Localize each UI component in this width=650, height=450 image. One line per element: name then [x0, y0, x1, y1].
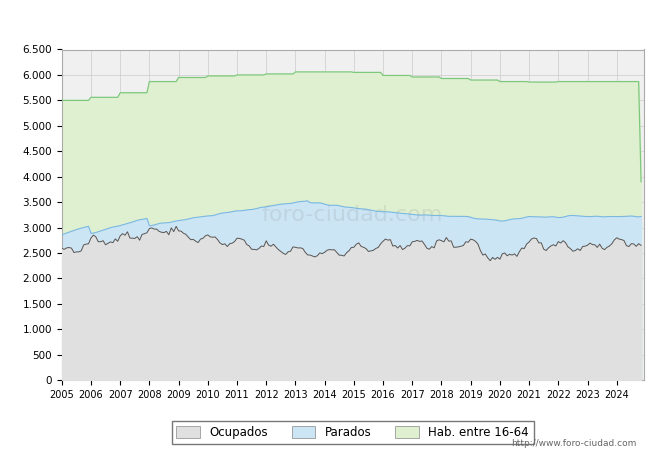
Legend: Ocupados, Parados, Hab. entre 16-64: Ocupados, Parados, Hab. entre 16-64: [172, 421, 534, 444]
Text: Almagro - Evolucion de la poblacion en edad de Trabajar Noviembre de 2024: Almagro - Evolucion de la poblacion en e…: [44, 16, 606, 31]
Text: foro-ciudad.com: foro-ciudad.com: [262, 205, 443, 225]
Text: http://www.foro-ciudad.com: http://www.foro-ciudad.com: [512, 439, 637, 448]
